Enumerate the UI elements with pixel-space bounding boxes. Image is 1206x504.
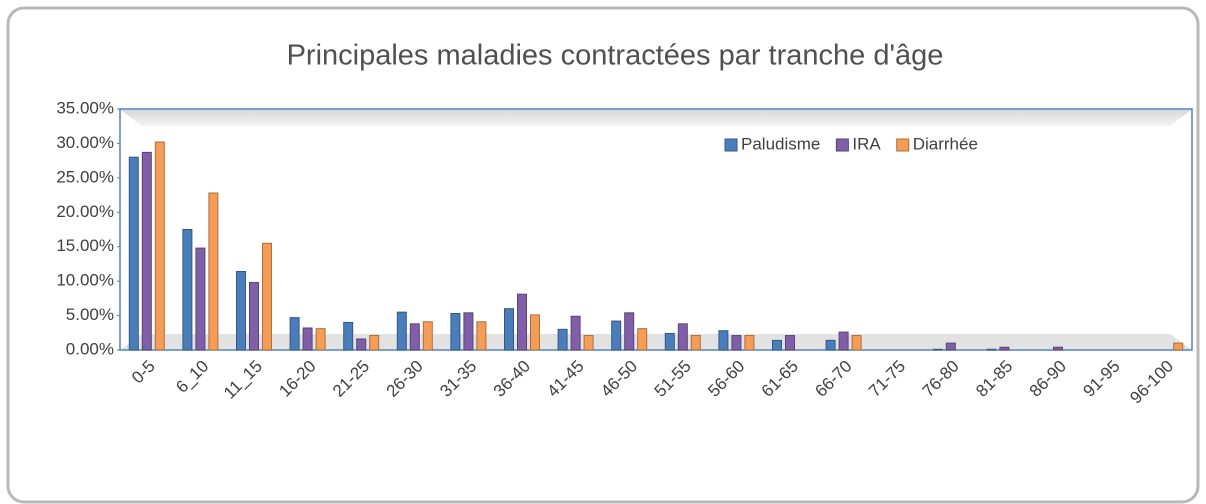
bar [570, 315, 581, 351]
bar [731, 335, 742, 351]
y-tick-label: 10.00% [56, 271, 114, 290]
legend-label: Paludisme [741, 134, 820, 153]
bar [838, 331, 849, 351]
bar [396, 311, 407, 351]
bar [195, 247, 206, 351]
bar [409, 323, 420, 351]
bar [422, 321, 433, 351]
bar [851, 335, 862, 351]
y-tick-label: 30.00% [56, 133, 114, 152]
bar [624, 312, 635, 351]
y-tick-label: 35.00% [56, 98, 114, 117]
legend-label: IRA [852, 134, 881, 153]
bar [450, 313, 461, 351]
bar [677, 323, 688, 351]
bar [945, 342, 956, 351]
plot-area [119, 108, 1193, 351]
bar [302, 327, 313, 351]
bar [611, 320, 622, 351]
bar [476, 321, 487, 351]
chart-title: Principales maladies contractées par tra… [287, 40, 944, 72]
legend-swatch [724, 138, 738, 152]
bar [583, 335, 594, 351]
bar [504, 308, 514, 351]
bar [718, 330, 729, 351]
bar [289, 317, 300, 351]
bar [825, 339, 836, 351]
bar [315, 328, 326, 351]
bar [182, 229, 193, 351]
legend-swatch [835, 138, 849, 152]
bar [744, 335, 755, 351]
bar [463, 312, 474, 351]
bar [785, 335, 795, 351]
bar [664, 332, 675, 351]
y-tick-label: 20.00% [56, 202, 114, 221]
bar [999, 346, 1010, 351]
bar [637, 328, 648, 351]
bar [517, 293, 527, 351]
floor [121, 334, 1191, 349]
back-wall [121, 110, 1191, 126]
bar [154, 141, 165, 351]
legend-label: Diarrhée [913, 134, 978, 153]
bar [1173, 342, 1184, 351]
y-tick-label: 25.00% [56, 167, 114, 186]
bar [557, 328, 568, 351]
bar [986, 348, 997, 351]
bar [369, 335, 380, 351]
bar [530, 314, 540, 351]
bar [128, 156, 139, 351]
y-tick-label: 0.00% [66, 339, 114, 358]
y-tick-label: 5.00% [66, 305, 114, 324]
legend-swatch [896, 138, 910, 152]
bar [932, 348, 943, 351]
y-tick-label: 15.00% [56, 236, 114, 255]
bar [772, 339, 782, 351]
bar [343, 321, 354, 351]
bar [208, 192, 219, 351]
bar [1053, 346, 1063, 351]
bar [356, 338, 367, 351]
bar [236, 271, 246, 351]
bar [690, 335, 701, 351]
bar [141, 151, 152, 351]
bar [262, 242, 272, 351]
bar [249, 282, 259, 351]
